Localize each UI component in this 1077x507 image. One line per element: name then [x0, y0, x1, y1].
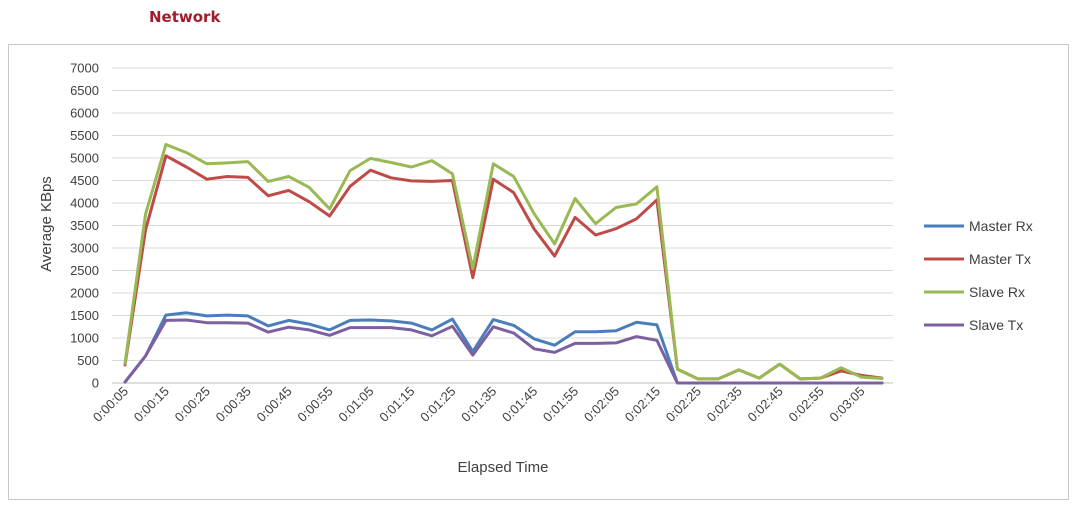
y-tick-label: 5500: [70, 128, 99, 143]
x-tick-label: 0:01:55: [540, 384, 581, 425]
x-tick-label: 0:00:15: [131, 384, 172, 425]
series-line-slave-rx: [123, 143, 884, 381]
chart-legend: Master Rx Master Tx Slave Rx Slave Tx: [924, 218, 1033, 333]
y-axis-ticks: 0 500 1000 1500 2000 2500 3000 3500 4000 4500 5000…: [70, 61, 99, 391]
y-tick-label: 2000: [70, 286, 99, 301]
y-axis-title: Average KBps: [38, 176, 55, 272]
x-tick-label: 0:01:05: [335, 384, 376, 425]
x-tick-label: 0:00:35: [213, 384, 254, 425]
y-tick-label: 1000: [70, 331, 99, 346]
y-tick-label: 6000: [70, 106, 99, 121]
legend-label: Slave Rx: [969, 284, 1025, 300]
x-tick-label: 0:00:25: [172, 384, 213, 425]
x-tick-label: 0:02:25: [663, 384, 704, 425]
x-tick-label: 0:02:55: [785, 384, 826, 425]
x-tick-label: 0:02:15: [622, 384, 663, 425]
y-tick-label: 4000: [70, 196, 99, 211]
x-tick-label: 0:02:05: [581, 384, 622, 425]
x-tick-label: 0:01:15: [376, 384, 417, 425]
x-axis-title: Elapsed Time: [458, 459, 549, 476]
y-tick-label: 7000: [70, 61, 99, 76]
x-tick-label: 0:00:55: [294, 384, 335, 425]
legend-label: Slave Tx: [969, 317, 1023, 333]
y-tick-label: 4500: [70, 173, 99, 188]
x-tick-label: 0:00:45: [254, 384, 295, 425]
x-tick-label: 0:03:05: [826, 384, 867, 425]
y-tick-label: 3000: [70, 241, 99, 256]
y-tick-label: 6500: [70, 83, 99, 98]
section-heading: Network: [149, 8, 221, 26]
y-tick-label: 5000: [70, 151, 99, 166]
y-tick-label: 2500: [70, 263, 99, 278]
y-tick-label: 1500: [70, 308, 99, 323]
x-axis-ticks: 0:00:05 0:00:15 0:00:25 0:00:35 0:00:45 0:00:…: [90, 384, 868, 425]
x-tick-label: 0:01:25: [417, 384, 458, 425]
x-tick-label: 0:02:35: [704, 384, 745, 425]
gridlines: [112, 67, 893, 384]
y-tick-label: 3500: [70, 218, 99, 233]
x-tick-label: 0:02:45: [745, 384, 786, 425]
series-line-slave-tx: [123, 318, 884, 385]
legend-label: Master Tx: [969, 251, 1031, 267]
y-tick-label: 500: [77, 353, 99, 368]
series-line-master-tx: [123, 154, 884, 381]
chart-frame: [8, 44, 1069, 500]
series-lines: [123, 143, 884, 385]
y-tick-label: 0: [92, 376, 99, 391]
x-tick-label: 0:01:45: [499, 384, 540, 425]
x-tick-label: 0:01:35: [458, 384, 499, 425]
legend-label: Master Rx: [969, 218, 1033, 234]
